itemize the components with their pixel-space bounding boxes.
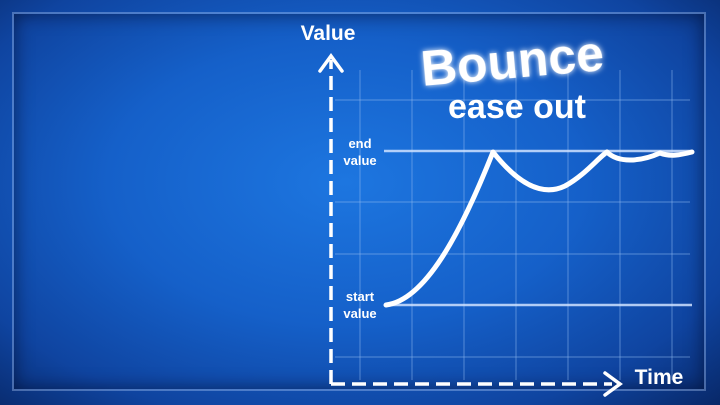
end-value-label-line2: value [343,153,376,168]
end-value-label-line1: end [348,136,371,151]
grid [335,70,690,380]
y-axis-arrowhead [318,53,344,73]
x-axis-arrowhead [603,371,623,397]
blueprint-frame [12,12,706,391]
start-value-label-line1: start [346,289,375,304]
y-axis-label: Value [301,22,356,45]
start-value-label-line2: value [343,306,376,321]
subtitle-ease-out: ease out [448,88,586,126]
x-axis-label: Time [635,366,684,389]
title-bounce: Bounce [418,25,606,97]
bounce-curve [383,149,695,308]
